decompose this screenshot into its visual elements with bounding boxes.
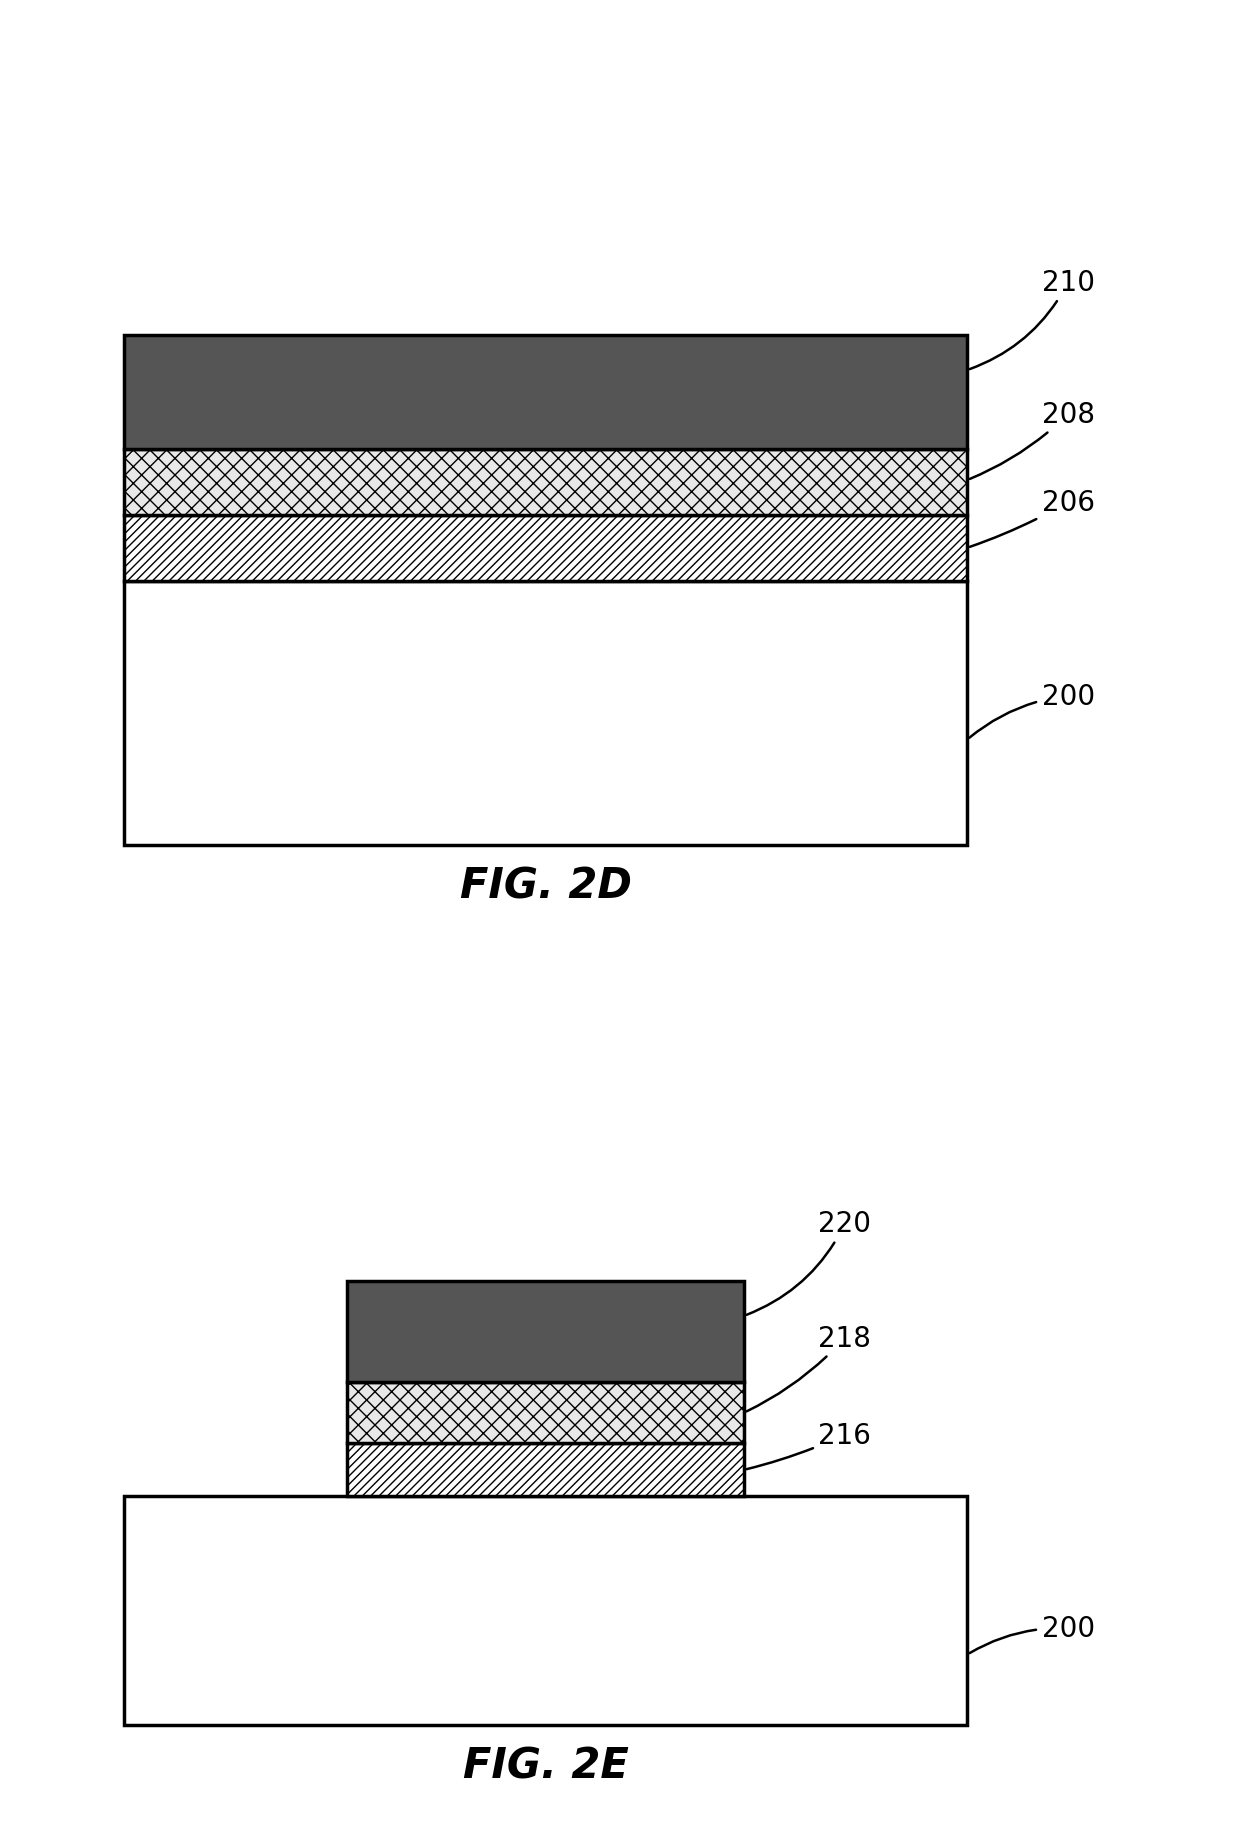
Bar [347, 1444, 744, 1497]
Text: 208: 208 [970, 401, 1095, 480]
Text: FIG. 2D: FIG. 2D [460, 865, 631, 907]
Text: 218: 218 [746, 1325, 872, 1412]
Bar [124, 335, 967, 451]
Bar [124, 451, 967, 517]
Text: 220: 220 [746, 1209, 872, 1315]
Bar [124, 335, 967, 451]
Text: 216: 216 [746, 1422, 872, 1469]
Text: 200: 200 [970, 1614, 1095, 1652]
Text: 200: 200 [970, 682, 1095, 738]
Text: FIG. 2E: FIG. 2E [463, 1744, 629, 1786]
Bar [124, 583, 967, 846]
Bar [347, 1381, 744, 1444]
Bar [124, 517, 967, 583]
Bar [347, 1281, 744, 1381]
Bar [124, 1497, 967, 1726]
Bar [347, 1281, 744, 1381]
Text: 206: 206 [970, 489, 1095, 548]
Text: 210: 210 [970, 269, 1095, 370]
